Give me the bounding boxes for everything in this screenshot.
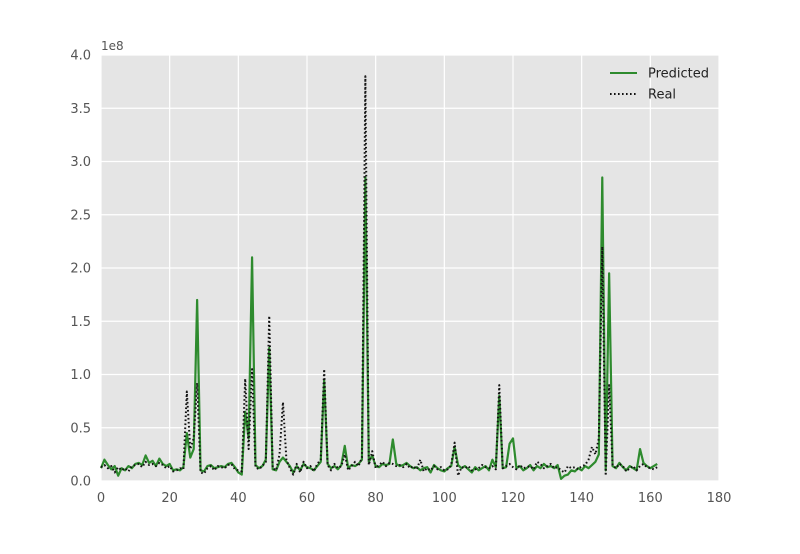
x-tick-label: 60 — [299, 491, 316, 506]
y-tick-label: 3.5 — [70, 102, 91, 117]
legend-label-predicted: Predicted — [648, 67, 709, 82]
legend-label-real: Real — [648, 88, 676, 103]
y-tick-label: 2.5 — [70, 208, 91, 223]
y-tick-label: 1.5 — [70, 315, 91, 330]
y-tick-label: 1.0 — [70, 368, 91, 383]
y-axis-ticks: 0.0 0.5 1.0 1.5 2.0 2.5 3.0 3.5 4.0 — [70, 49, 91, 490]
y-tick-label: 4.0 — [70, 49, 91, 64]
series-layer — [99, 75, 658, 480]
x-tick-label: 140 — [569, 491, 594, 506]
series-line-predicted — [99, 176, 658, 480]
y-scale-label: 1e8 — [101, 39, 124, 53]
y-tick-label: 0.0 — [70, 475, 91, 490]
x-tick-label: 120 — [501, 491, 526, 506]
x-tick-label: 80 — [367, 491, 384, 506]
y-tick-label: 2.0 — [70, 262, 91, 277]
x-tick-label: 0 — [97, 491, 105, 506]
x-axis-ticks: 0 20 40 60 80 100 120 140 160 180 — [97, 491, 732, 506]
grid-lines — [100, 54, 720, 482]
y-tick-label: 3.0 — [70, 155, 91, 170]
x-tick-label: 100 — [432, 491, 457, 506]
x-tick-label: 20 — [161, 491, 178, 506]
y-tick-label: 0.5 — [70, 421, 91, 436]
legend: Predicted Real — [610, 67, 709, 103]
x-tick-label: 180 — [707, 491, 732, 506]
x-tick-label: 160 — [638, 491, 663, 506]
x-tick-label: 40 — [230, 491, 247, 506]
